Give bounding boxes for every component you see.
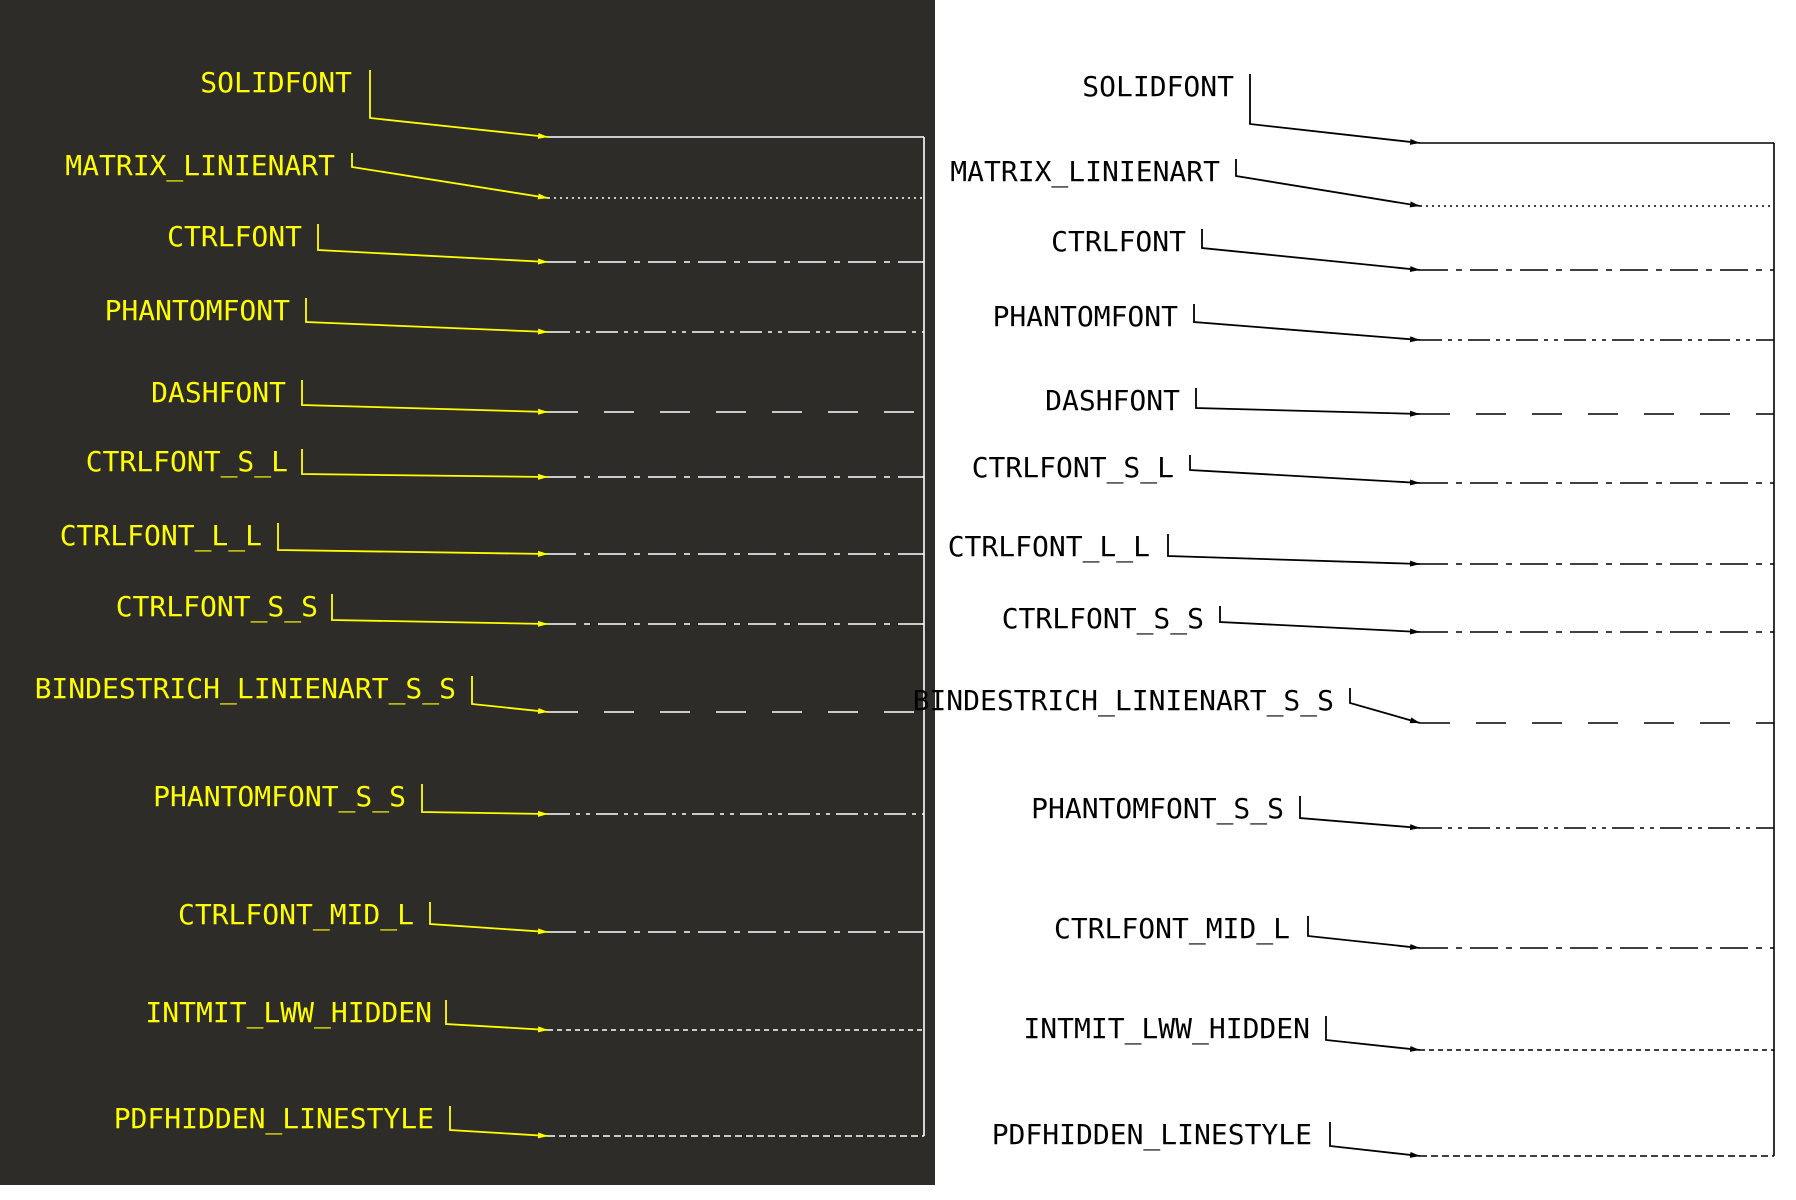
- leader-arrow: [1249, 74, 1421, 145]
- leader-arrow: [1235, 159, 1421, 208]
- linestyle-label: PHANTOMFONT: [105, 294, 291, 327]
- linestyle-row: SOLIDFONT: [200, 66, 924, 139]
- linestyle-label: CTRLFONT_S_S: [116, 590, 318, 624]
- leader-arrow: [317, 224, 549, 265]
- linestyle-label: BINDESTRICH_LINIENART_S_S: [913, 684, 1334, 718]
- leader-arrow: [1329, 1122, 1421, 1158]
- linestyle-row: PHANTOMFONT_S_S: [153, 780, 924, 817]
- linestyle-row: CTRLFONT: [167, 220, 924, 265]
- linestyle-label: DASHFONT: [1045, 384, 1180, 417]
- linestyle-row: INTMIT_LWW_HIDDEN: [1023, 1012, 1774, 1052]
- linestyle-row: CTRLFONT_MID_L: [178, 898, 924, 935]
- linestyle-label: CTRLFONT_L_L: [948, 530, 1150, 564]
- linestyle-label: DASHFONT: [151, 376, 286, 409]
- linestyle-label: PHANTOMFONT_S_S: [153, 780, 406, 814]
- linestyle-label: SOLIDFONT: [1082, 70, 1234, 103]
- linestyle-label: CTRLFONT: [1051, 225, 1186, 258]
- linestyle-row: MATRIX_LINIENART: [950, 155, 1774, 208]
- linestyle-row: CTRLFONT_S_L: [86, 445, 924, 480]
- linestyle-label: CTRLFONT: [167, 220, 302, 253]
- linestyle-row: CTRLFONT: [1051, 225, 1774, 272]
- linestyle-label: SOLIDFONT: [200, 66, 352, 99]
- linestyle-row: PHANTOMFONT_S_S: [1031, 792, 1774, 831]
- linestyle-row: PDFHIDDEN_LINESTYLE: [992, 1118, 1774, 1158]
- linestyle-row: PHANTOMFONT: [993, 300, 1774, 343]
- linestyle-row: CTRLFONT_S_S: [1002, 602, 1774, 636]
- leader-arrow: [351, 153, 549, 200]
- linestyle-label: PDFHIDDEN_LINESTYLE: [114, 1102, 434, 1136]
- leader-arrow: [301, 449, 549, 480]
- linestyle-row: CTRLFONT_S_L: [972, 451, 1774, 486]
- linestyle-label: CTRLFONT_S_S: [1002, 602, 1204, 636]
- leader-arrow: [449, 1106, 549, 1139]
- linestyle-row: PHANTOMFONT: [105, 294, 924, 335]
- linestyle-row: INTMIT_LWW_HIDDEN: [145, 996, 924, 1033]
- leader-arrow: [1193, 304, 1421, 343]
- linestyle-row: MATRIX_LINIENART: [65, 149, 924, 200]
- linestyle-label: BINDESTRICH_LINIENART_S_S: [35, 672, 456, 706]
- left-panel-background: [0, 0, 935, 1185]
- leader-arrow: [1349, 688, 1421, 724]
- leader-arrow: [1201, 229, 1421, 272]
- linestyle-row: PDFHIDDEN_LINESTYLE: [114, 1102, 924, 1139]
- leader-arrow: [471, 676, 549, 714]
- linestyle-label: INTMIT_LWW_HIDDEN: [145, 996, 432, 1030]
- leader-arrow: [445, 1000, 549, 1033]
- linestyle-label: CTRLFONT_MID_L: [1054, 912, 1290, 946]
- linestyle-row: DASHFONT: [151, 376, 924, 415]
- linestyle-label: PHANTOMFONT: [993, 300, 1179, 333]
- right-panel-light-view: SOLIDFONT MATRIX_LINIENART CTRLFONT PHANTOM…: [913, 70, 1775, 1158]
- leader-arrow: [421, 784, 549, 817]
- leader-arrow: [1219, 606, 1421, 635]
- linestyle-label: PHANTOMFONT_S_S: [1031, 792, 1284, 826]
- linestyle-label: CTRLFONT_MID_L: [178, 898, 414, 932]
- linestyle-label: CTRLFONT_L_L: [60, 519, 262, 553]
- leader-arrow: [1299, 796, 1421, 831]
- linestyle-row: DASHFONT: [1045, 384, 1774, 417]
- linestyle-label: MATRIX_LINIENART: [950, 155, 1220, 189]
- left-panel-dark-view: SOLIDFONT MATRIX_LINIENART CTRLFONT PHANTOM…: [35, 66, 925, 1139]
- leader-arrow: [277, 523, 549, 557]
- linestyle-label: PDFHIDDEN_LINESTYLE: [992, 1118, 1312, 1152]
- leader-arrow: [1195, 388, 1421, 417]
- linestyle-label: CTRLFONT_S_L: [86, 445, 288, 479]
- leader-arrow: [1189, 455, 1421, 486]
- leader-arrow: [305, 298, 549, 335]
- linestyle-label: MATRIX_LINIENART: [65, 149, 335, 183]
- linestyle-row: SOLIDFONT: [1082, 70, 1774, 145]
- leader-arrow: [369, 70, 549, 139]
- linestyle-row: CTRLFONT_MID_L: [1054, 912, 1774, 950]
- leader-arrow: [1325, 1016, 1421, 1052]
- linestyle-row: BINDESTRICH_LINIENART_S_S: [35, 672, 924, 714]
- linestyle-row: CTRLFONT_L_L: [60, 519, 924, 557]
- leader-arrow: [301, 380, 549, 415]
- linestyle-label: INTMIT_LWW_HIDDEN: [1023, 1012, 1310, 1046]
- linestyle-row: BINDESTRICH_LINIENART_S_S: [913, 684, 1774, 724]
- linestyle-label: CTRLFONT_S_L: [972, 451, 1174, 485]
- leader-arrow: [429, 902, 549, 935]
- linestyle-row: CTRLFONT_L_L: [948, 530, 1774, 567]
- leader-arrow: [1307, 916, 1421, 950]
- leader-arrow: [1167, 534, 1421, 567]
- linestyle-row: CTRLFONT_S_S: [116, 590, 924, 627]
- leader-arrow: [331, 594, 549, 627]
